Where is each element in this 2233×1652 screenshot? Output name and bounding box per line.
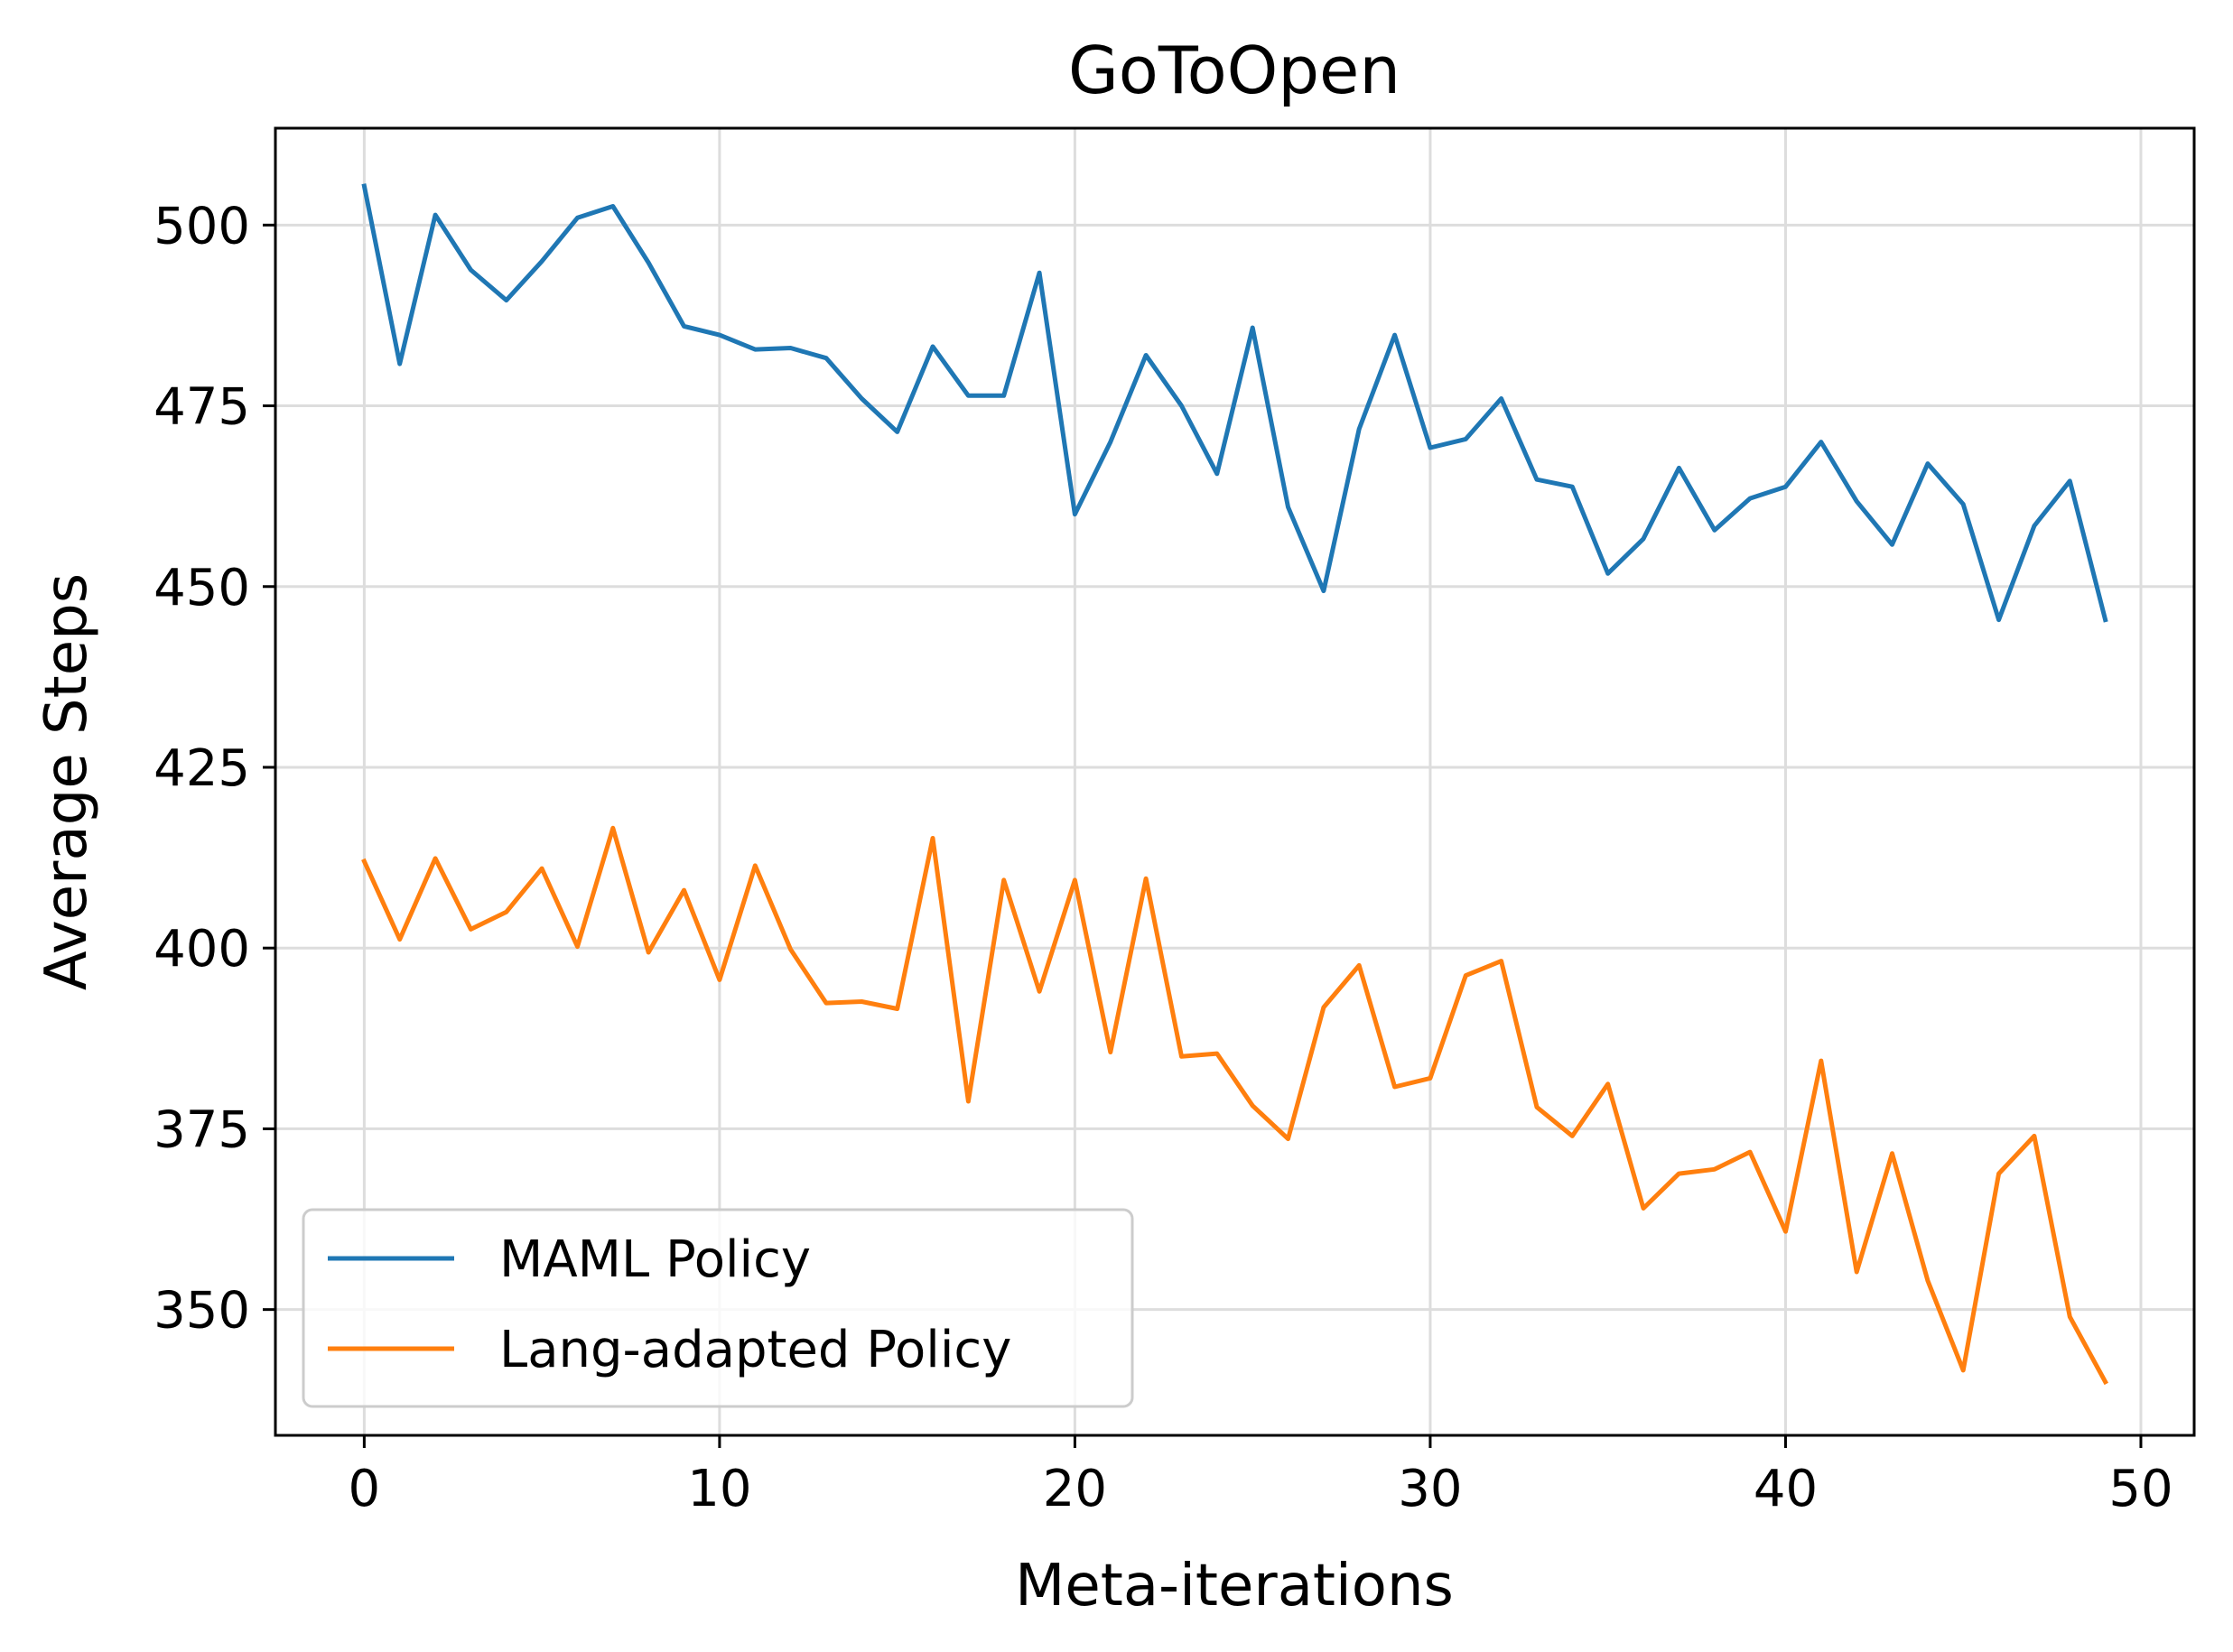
x-tick-label: 50	[2108, 1460, 2173, 1518]
y-axis-label: Average Steps	[33, 573, 100, 990]
x-tick-label: 10	[687, 1460, 751, 1518]
grid-lines	[275, 128, 2194, 1435]
y-tick-label: 475	[154, 378, 250, 437]
x-tick-label: 20	[1043, 1460, 1107, 1518]
y-tick-label: 425	[154, 739, 250, 798]
series-line-maml-policy	[361, 183, 2108, 623]
x-tick-label: 40	[1754, 1460, 1818, 1518]
y-tick-label: 450	[154, 559, 250, 617]
legend-box	[302, 1208, 1134, 1408]
axis-ticks: 0 10 20 30 40 50 350 375 400 425 450 475 500	[154, 197, 2173, 1518]
chart-title: GoToOpen	[1068, 32, 1400, 108]
y-tick-label: 350	[154, 1282, 250, 1341]
y-tick-label: 500	[154, 197, 250, 255]
series-lines	[361, 183, 2108, 1386]
legend-label-lang-adapted-policy: Lang-adapted Policy	[499, 1321, 1011, 1379]
y-tick-label: 375	[154, 1100, 250, 1159]
legend-label-maml-policy: MAML Policy	[499, 1230, 811, 1289]
series-line-lang-adapted-policy	[361, 825, 2108, 1386]
legend: MAML Policy Lang-adapted Policy	[302, 1208, 1134, 1408]
x-tick-label: 30	[1398, 1460, 1462, 1518]
plot-frame	[274, 126, 2196, 1437]
y-tick-label: 400	[154, 920, 250, 979]
x-tick-label: 0	[349, 1460, 381, 1518]
x-axis-label: Meta-iterations	[1015, 1553, 1454, 1620]
